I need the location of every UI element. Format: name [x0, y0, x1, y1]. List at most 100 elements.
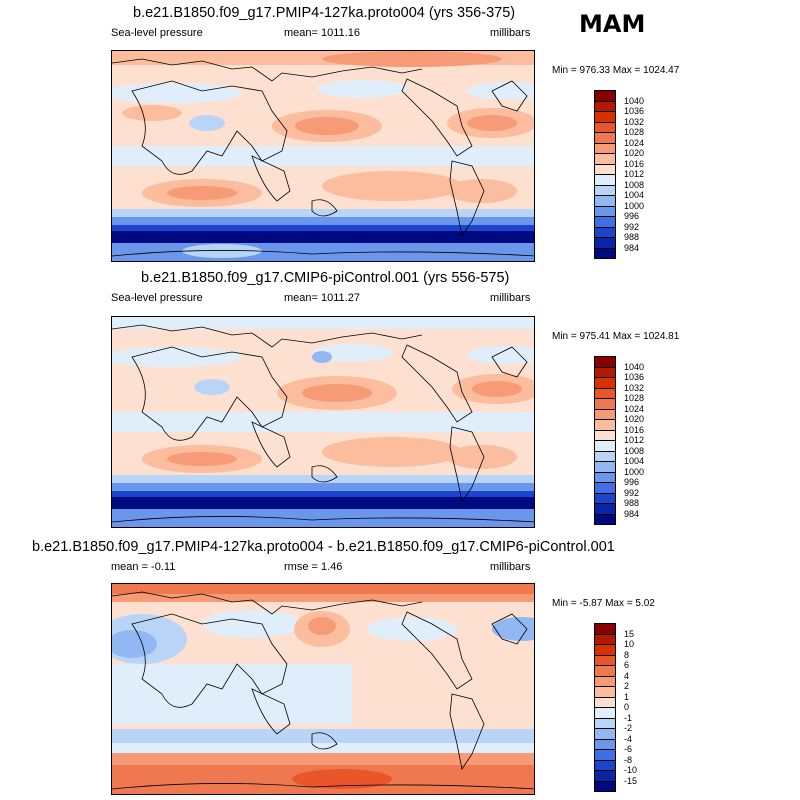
panel-1-colorbar-label: 1024 — [624, 137, 645, 148]
panel-3-colorbar-label: -4 — [624, 733, 633, 744]
panel-1-colorbar-label: 1040 — [624, 95, 645, 106]
panel-3-colorbar-label: 4 — [624, 670, 630, 681]
season-label: MAM — [579, 10, 646, 38]
panel-1-colorbar-label: 1032 — [624, 116, 645, 127]
field-tropical-low-band — [112, 146, 534, 166]
panel-1-colorbar-label: 992 — [624, 221, 640, 232]
panel-1-colorbar-label: 1012 — [624, 169, 645, 179]
field-southern-band-3 — [112, 491, 534, 497]
panel-3-units-label: millibars — [490, 561, 531, 573]
panel-3-colorbar-label: 0 — [624, 702, 630, 712]
panel-3-minmax: Min = -5.87 Max = 5.02 — [552, 598, 655, 609]
field-aleutian-core — [312, 351, 332, 363]
field-south-atlantic-high — [447, 445, 517, 469]
panel-2-colorbar-label: 1032 — [624, 382, 645, 393]
panel-2-colorbar: 1040 1036 1032 1028 1024 1020 1016 1012 1008 1004… — [594, 356, 644, 525]
field-arctic-positive-2 — [112, 594, 534, 602]
field-npac-positive-core — [308, 617, 336, 635]
field-indian-high-inner — [167, 452, 237, 466]
panel-1-map — [111, 50, 535, 262]
field-azores-high-inner — [472, 381, 522, 397]
panel-3-colorbar-label: -10 — [624, 765, 638, 775]
panel-2-map — [111, 316, 535, 528]
field-asia-negative — [202, 610, 302, 638]
panel-2-colorbar-label: 984 — [624, 508, 640, 519]
field-antarctic — [112, 509, 534, 527]
panel-1-variable-label: Sea-level pressure — [111, 27, 203, 39]
panel-2-colorbar-label: 1004 — [624, 456, 645, 466]
panel-1-colorbar-label: 1020 — [624, 148, 645, 158]
coastlines — [112, 58, 534, 257]
panel-1-colorbar-label: 984 — [624, 242, 640, 253]
panel-2-colorbar-label: 1036 — [624, 372, 645, 382]
field-southern-band-1 — [112, 475, 534, 483]
panel-1-colorbar-swatch — [594, 247, 616, 259]
panel-3-colorbar: 15 10 8 6 4 2 1 0 -1 -2 -4 -6 -8 -10 -15 — [594, 623, 637, 792]
panel-1-minmax: Min = 976.33 Max = 1024.47 — [552, 65, 680, 76]
panel-2-colorbar-label: 996 — [624, 477, 640, 487]
field-southern-band-4 — [112, 231, 534, 243]
panel-2-colorbar-swatch — [594, 513, 616, 525]
field-arctic-ridge — [322, 51, 502, 67]
field-arctic — [112, 317, 534, 329]
field-tropical-low-band — [112, 412, 534, 432]
panel-3-mean-label: mean = -0.11 — [111, 561, 176, 573]
panel-2-colorbar-label: 1024 — [624, 403, 645, 414]
field-southern-band-2 — [112, 217, 534, 225]
panel-1-colorbar-label: 1036 — [624, 106, 645, 116]
panel-1-colorbar-label: 1016 — [624, 158, 645, 169]
panel-1-mean-label: mean= 1011.16 — [284, 27, 360, 39]
panel-3-colorbar-label: -6 — [624, 744, 633, 754]
field-south-positive-1 — [112, 753, 534, 765]
panel-2-minmax: Min = 975.41 Max = 1024.81 — [552, 331, 680, 342]
field-arctic-positive — [112, 584, 534, 594]
field-south-atlantic-high — [447, 179, 517, 203]
panel-1-colorbar-label: 1000 — [624, 200, 645, 211]
field-southern-band-2 — [112, 483, 534, 491]
field-south-pacific-high — [322, 171, 462, 201]
panel-3-colorbar-label: -1 — [624, 712, 633, 723]
panel-2-colorbar-label: 1012 — [624, 435, 645, 445]
panel-1-colorbar-label: 1004 — [624, 190, 645, 200]
panel-1-colorbar-label: 996 — [624, 211, 640, 221]
panel-1-colorbar-label: 988 — [624, 232, 640, 242]
panel-2-mean-label: mean= 1011.27 — [284, 292, 360, 304]
field-south-pacific-high — [322, 437, 462, 467]
panel-2-colorbar-label: 1020 — [624, 414, 645, 424]
field-antarctic-patch — [182, 244, 262, 258]
field-pacific-high-inner — [302, 384, 372, 402]
field-antarctic-positive-core — [292, 769, 392, 789]
panel-2-colorbar-label: 1008 — [624, 445, 645, 456]
field-subpolar-low-1 — [112, 347, 242, 367]
panel-1-contour-plot — [112, 51, 534, 261]
panel-3-colorbar-label: 8 — [624, 649, 630, 660]
panel-3-title: b.e21.B1850.f09_g17.PMIP4-127ka.proto004… — [32, 539, 615, 555]
field-southern-band-4 — [112, 497, 534, 509]
panel-1-colorbar-label: 1028 — [624, 127, 645, 137]
panel-2-colorbar-label: 1040 — [624, 361, 645, 372]
panel-2-colorbar-label: 1028 — [624, 393, 645, 403]
panel-2-variable-label: Sea-level pressure — [111, 292, 203, 304]
field-aleutian-low — [312, 344, 392, 362]
panel-3-rmse-label: rmse = 1.46 — [284, 561, 343, 573]
panel-3-map — [111, 583, 535, 795]
field-aleutian-low — [317, 80, 407, 98]
panel-2-colorbar-label: 992 — [624, 487, 640, 498]
coastlines — [112, 591, 534, 790]
field-asian-low — [194, 379, 230, 395]
panel-2-contour-plot — [112, 317, 534, 527]
panel-3-colorbar-label: -8 — [624, 754, 633, 765]
field-asian-low — [189, 115, 225, 131]
panel-3-colorbar-label: 15 — [624, 628, 635, 639]
coastlines — [112, 324, 534, 523]
panel-2-colorbar-label: 988 — [624, 498, 640, 508]
panel-1-colorbar-label: 1008 — [624, 179, 645, 190]
field-southern-band-3 — [112, 225, 534, 231]
panel-3-colorbar-label: -15 — [624, 775, 638, 786]
field-antarctic — [112, 243, 534, 261]
field-pacific-high-inner — [295, 117, 359, 135]
field-south-transition — [112, 743, 534, 753]
panel-1-title: b.e21.B1850.f09_g17.PMIP4-127ka.proto004… — [133, 5, 516, 21]
field-indian-high-inner — [167, 186, 237, 200]
field-icelandic-low — [467, 346, 534, 364]
